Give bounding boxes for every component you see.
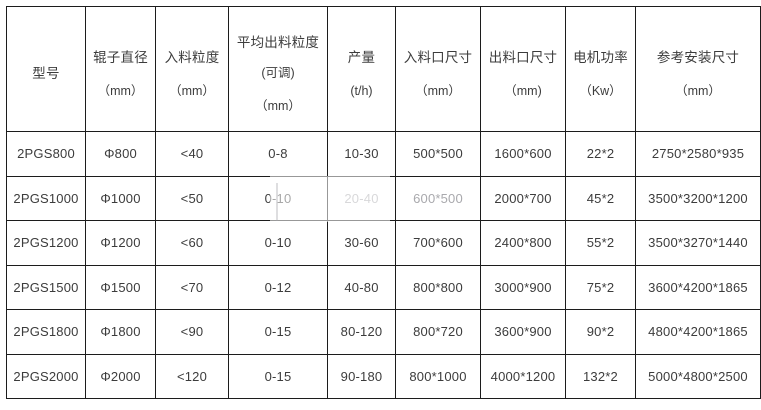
cell-feed-size: <120 [155, 353, 229, 399]
table-body: 2PGS800 Φ800 <40 0-8 10-30 500*500 1600*600 22*… [6, 131, 761, 399]
cell-discharge-opening: 2000*700 [480, 175, 566, 221]
column-header-2-line-1: 入料粒度 [164, 50, 220, 65]
cell-discharge-opening: 3000*900 [480, 264, 566, 310]
cell-install-size: 3600*4200*1865 [635, 264, 761, 310]
column-header-3: 平均出料粒度 (可调) （mm） [228, 6, 328, 132]
column-header-1-line-2: （mm） [97, 83, 144, 98]
column-header-6: 出料口尺寸 （mm) [480, 6, 566, 132]
column-header-6-line-1: 出料口尺寸 [488, 50, 558, 65]
cell-discharge-opening: 4000*1200 [480, 353, 566, 399]
column-header-7-line-1: 电机功率 [573, 50, 628, 65]
cell-avg-discharge-size: 0-15 [228, 309, 328, 355]
column-header-0-line-1: 型号 [32, 66, 60, 82]
column-header-8: 参考安装尺寸 （mm） [635, 6, 761, 132]
cell-feed-size: <70 [155, 264, 229, 310]
column-header-7: 电机功率 （Kw） [565, 6, 636, 132]
column-header-4-line-1: 产量 [347, 50, 376, 65]
column-header-5-line-2: （mm） [415, 83, 461, 98]
cell-feed-size: <40 [155, 131, 229, 177]
cell-install-size: 4800*4200*1865 [635, 309, 761, 355]
cell-avg-discharge-size: 0-15 [228, 353, 328, 399]
column-header-5-line-1: 入料口尺寸 [403, 50, 473, 65]
header-row: 型号 辊子直径 （mm） 入料粒度 （mm） 平均出料粒度 (可调) （mm） 产量 (t/h) 入… [6, 6, 761, 132]
table-row: 2PGS1800 Φ1800 <90 0-15 80-120 800*720 3600*90… [6, 309, 761, 355]
cell-avg-discharge-size: 0-10 [228, 175, 328, 221]
cell-feed-size: <60 [155, 220, 229, 266]
column-header-6-line-2: （mm) [504, 83, 542, 98]
table-row: 2PGS2000 Φ2000 <120 0-15 90-180 800*1000 4000*… [6, 353, 761, 399]
cell-capacity: 20-40 [327, 175, 396, 221]
column-header-4: 产量 (t/h) [327, 6, 396, 132]
cell-motor-power: 75*2 [565, 264, 636, 310]
cell-install-size: 3500*3200*1200 [635, 175, 761, 221]
cell-motor-power: 90*2 [565, 309, 636, 355]
cell-model: 2PGS1000 [6, 175, 86, 221]
column-header-3-line-3: （mm） [255, 98, 301, 113]
cell-discharge-opening: 3600*900 [480, 309, 566, 355]
table-row: 2PGS1200 Φ1200 <60 0-10 30-60 700*600 2400*800… [6, 220, 761, 266]
cell-install-size: 2750*2580*935 [635, 131, 761, 177]
cell-avg-discharge-size: 0-8 [228, 131, 328, 177]
cell-motor-power: 22*2 [565, 131, 636, 177]
cell-install-size: 5000*4800*2500 [635, 353, 761, 399]
table-row: 2PGS1000 Φ1000 <50 0-10 20-40 600*500 2000*700… [6, 175, 761, 221]
column-header-8-line-2: （mm） [675, 83, 721, 98]
cell-feed-opening: 800*1000 [395, 353, 481, 399]
cell-motor-power: 45*2 [565, 175, 636, 221]
column-header-3-line-1: 平均出料粒度 [236, 34, 320, 50]
cell-model: 2PGS1200 [6, 220, 86, 266]
cell-roller-diameter: Φ1200 [85, 220, 156, 266]
column-header-2-line-2: （mm） [169, 83, 215, 98]
cell-feed-opening: 600*500 [395, 175, 481, 221]
column-header-1-line-1: 辊子直径 [93, 50, 148, 65]
cell-roller-diameter: Φ1500 [85, 264, 156, 310]
cell-feed-opening: 800*800 [395, 264, 481, 310]
column-header-7-line-2: （Kw） [579, 83, 622, 98]
cell-roller-diameter: Φ800 [85, 131, 156, 177]
column-header-4-line-2: (t/h) [350, 83, 373, 98]
cell-roller-diameter: Φ1000 [85, 175, 156, 221]
cell-feed-opening: 800*720 [395, 309, 481, 355]
cell-capacity: 30-60 [327, 220, 396, 266]
column-header-8-line-1: 参考安装尺寸 [656, 50, 740, 65]
cell-avg-discharge-size: 0-12 [228, 264, 328, 310]
cell-feed-opening: 700*600 [395, 220, 481, 266]
cell-capacity: 80-120 [327, 309, 396, 355]
table-header: 型号 辊子直径 （mm） 入料粒度 （mm） 平均出料粒度 (可调) （mm） 产量 (t/h) 入… [6, 6, 761, 132]
cell-capacity: 40-80 [327, 264, 396, 310]
cell-motor-power: 55*2 [565, 220, 636, 266]
cell-feed-size: <50 [155, 175, 229, 221]
cell-avg-discharge-size: 0-10 [228, 220, 328, 266]
cell-capacity: 10-30 [327, 131, 396, 177]
specification-table: 型号 辊子直径 （mm） 入料粒度 （mm） 平均出料粒度 (可调) （mm） 产量 (t/h) 入… [6, 6, 761, 399]
cell-discharge-opening: 2400*800 [480, 220, 566, 266]
cell-capacity: 90-180 [327, 353, 396, 399]
cell-discharge-opening: 1600*600 [480, 131, 566, 177]
cell-install-size: 3500*3270*1440 [635, 220, 761, 266]
table-row: 2PGS800 Φ800 <40 0-8 10-30 500*500 1600*600 22*… [6, 131, 761, 177]
column-header-0: 型号 [6, 6, 86, 132]
cell-feed-size: <90 [155, 309, 229, 355]
cell-model: 2PGS1800 [6, 309, 86, 355]
column-header-5: 入料口尺寸 （mm） [395, 6, 481, 132]
cell-model: 2PGS1500 [6, 264, 86, 310]
cell-model: 2PGS800 [6, 131, 86, 177]
column-header-3-line-2: (可调) [261, 66, 295, 81]
cell-model: 2PGS2000 [6, 353, 86, 399]
cell-roller-diameter: Φ2000 [85, 353, 156, 399]
column-header-2: 入料粒度 （mm） [155, 6, 229, 132]
cell-feed-opening: 500*500 [395, 131, 481, 177]
cell-motor-power: 132*2 [565, 353, 636, 399]
table-row: 2PGS1500 Φ1500 <70 0-12 40-80 800*800 3000*900… [6, 264, 761, 310]
cell-roller-diameter: Φ1800 [85, 309, 156, 355]
column-header-1: 辊子直径 （mm） [85, 6, 156, 132]
